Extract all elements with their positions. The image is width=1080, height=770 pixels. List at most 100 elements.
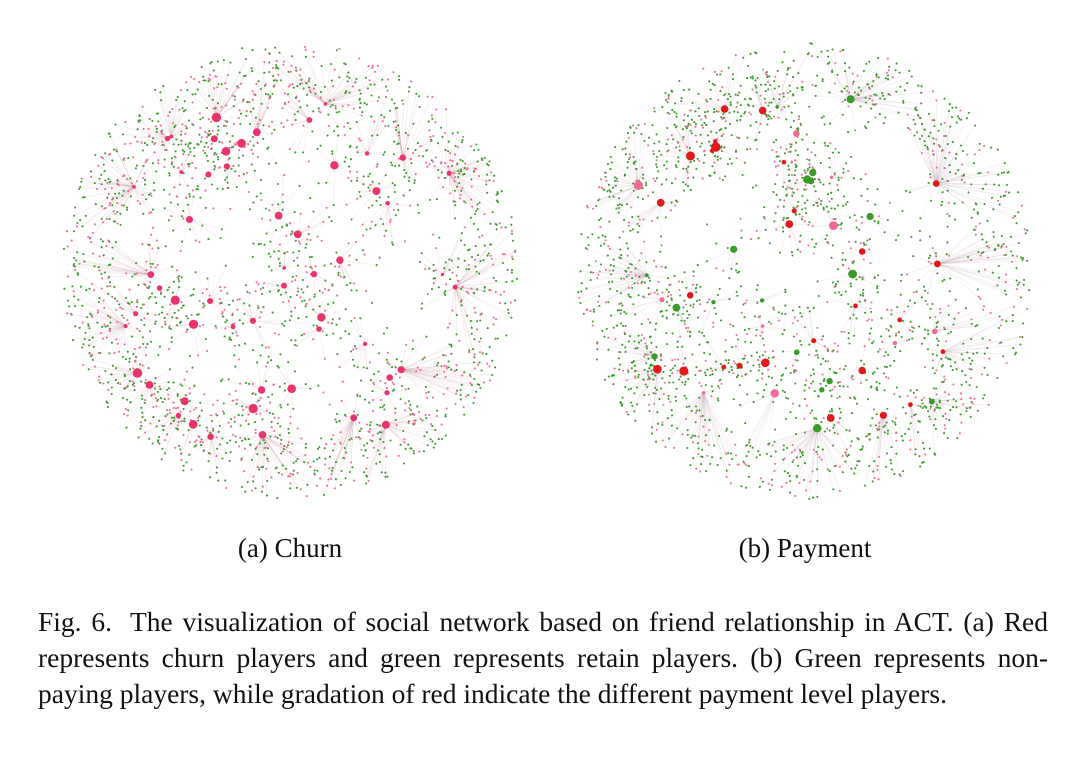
edge xyxy=(638,342,655,357)
leaf-node xyxy=(267,355,270,358)
edge xyxy=(164,415,179,441)
leaf-node xyxy=(247,143,250,146)
leaf-node xyxy=(444,413,447,416)
leaf-node xyxy=(319,477,322,480)
leaf-node xyxy=(418,411,421,414)
edge xyxy=(706,342,724,368)
leaf-node xyxy=(90,241,93,244)
leaf-node xyxy=(398,164,401,167)
leaf-node xyxy=(176,276,179,279)
leaf-node xyxy=(78,187,81,190)
leaf-node xyxy=(346,80,349,83)
leaf-node xyxy=(485,353,488,356)
edge xyxy=(936,147,992,184)
leaf-node xyxy=(669,209,672,212)
leaf-node xyxy=(155,130,158,133)
edge xyxy=(598,185,639,201)
edge xyxy=(691,392,704,412)
edge xyxy=(401,353,452,370)
leaf-node xyxy=(412,151,415,155)
edge xyxy=(910,404,920,457)
leaf-node xyxy=(443,131,446,134)
leaf-node xyxy=(104,152,107,155)
edge xyxy=(609,248,647,276)
edge xyxy=(181,436,211,461)
leaf-node xyxy=(408,407,411,410)
leaf-node xyxy=(437,438,440,441)
leaf-node xyxy=(151,162,154,165)
edge xyxy=(397,125,403,158)
edge xyxy=(292,119,310,125)
leaf-node xyxy=(330,438,333,441)
leaf-node xyxy=(179,133,183,136)
leaf-node xyxy=(436,373,439,376)
edge xyxy=(138,415,179,438)
leaf-node xyxy=(312,210,315,213)
leaf-node xyxy=(277,257,280,260)
edge xyxy=(137,138,168,142)
leaf-node xyxy=(196,313,199,316)
leaf-node xyxy=(187,163,190,166)
leaf-node xyxy=(394,407,397,410)
edge xyxy=(160,100,172,137)
leaf-node xyxy=(373,120,376,123)
edge xyxy=(449,167,465,174)
hub-node xyxy=(175,412,182,419)
leaf-node xyxy=(144,161,147,164)
edge xyxy=(634,132,639,186)
edge xyxy=(448,173,456,219)
leaf-node xyxy=(192,195,195,198)
edge xyxy=(766,428,818,455)
leaf-node xyxy=(138,329,141,333)
leaf-node xyxy=(660,244,663,247)
edge xyxy=(171,111,185,137)
edge xyxy=(813,340,834,351)
edge xyxy=(385,424,415,454)
leaf-node xyxy=(91,336,94,339)
leaf-node xyxy=(381,78,384,81)
edge xyxy=(942,351,990,359)
leaf-node xyxy=(397,454,400,457)
edge xyxy=(595,261,647,276)
edge xyxy=(294,328,320,346)
edge xyxy=(879,342,895,350)
leaf-node xyxy=(261,217,264,220)
leaf-node xyxy=(438,236,441,239)
leaf-node xyxy=(86,316,89,319)
edge xyxy=(864,415,884,486)
edge xyxy=(147,244,151,275)
leaf-node xyxy=(260,198,263,202)
leaf-node xyxy=(344,330,347,333)
leaf-node xyxy=(126,350,129,353)
edge xyxy=(850,85,919,100)
leaf-node xyxy=(390,161,393,164)
leaf-node xyxy=(90,314,93,317)
edge xyxy=(455,244,491,288)
leaf-node xyxy=(168,348,171,351)
edge xyxy=(325,86,387,105)
leaf-node xyxy=(391,381,394,384)
edge xyxy=(349,417,354,440)
leaf-node xyxy=(72,262,75,266)
edge xyxy=(262,434,283,466)
edge xyxy=(448,173,497,225)
leaf-node xyxy=(272,74,275,78)
leaf-node xyxy=(291,275,294,278)
edge xyxy=(385,414,426,425)
edge xyxy=(874,415,884,478)
edge xyxy=(325,103,338,127)
leaf-node xyxy=(181,419,184,422)
edge xyxy=(325,80,333,104)
edge xyxy=(648,369,658,395)
leaf-node xyxy=(128,288,131,291)
leaf-node xyxy=(158,313,161,316)
leaf-node xyxy=(290,314,293,318)
edge xyxy=(927,263,938,293)
leaf-node xyxy=(255,82,258,85)
leaf-node xyxy=(87,235,90,238)
leaf-node xyxy=(435,414,438,418)
leaf-node xyxy=(231,94,234,97)
leaf-node xyxy=(125,272,128,275)
leaf-node xyxy=(384,475,387,478)
leaf-node xyxy=(252,152,255,155)
